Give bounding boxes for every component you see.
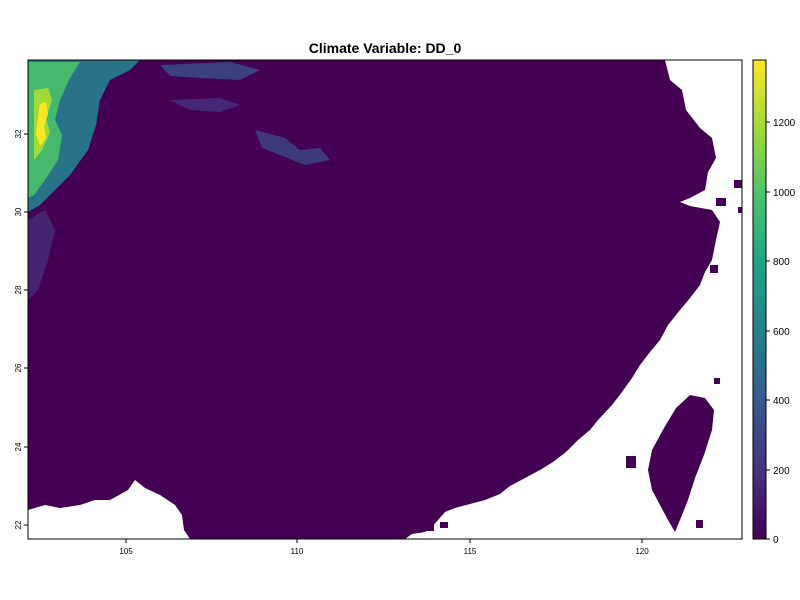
colorbar-tick-label: 800 xyxy=(773,257,790,268)
colorbar-gradient xyxy=(752,59,767,540)
land-islet xyxy=(714,378,720,384)
land-islet xyxy=(738,207,742,213)
land-mainland xyxy=(28,60,720,539)
terrain-peaks xyxy=(36,102,48,146)
land-islet xyxy=(710,265,718,273)
x-tick-label: 105 xyxy=(119,547,133,556)
y-tick-label: 24 xyxy=(14,442,23,451)
land-islet xyxy=(440,522,448,528)
colorbar-tick-label: 1000 xyxy=(773,188,796,199)
terrain-ridge xyxy=(170,98,240,112)
terrain-ridge xyxy=(255,130,330,165)
map-panel xyxy=(28,60,742,539)
land-taiwan xyxy=(648,395,714,532)
x-axis: 105 110 115 120 xyxy=(119,539,649,556)
y-tick-label: 22 xyxy=(14,520,23,529)
land-islet xyxy=(426,525,434,531)
colorbar-tick-label: 200 xyxy=(773,466,790,477)
x-tick-label: 110 xyxy=(291,547,304,556)
land-islet xyxy=(626,456,636,468)
land-islet xyxy=(716,198,726,206)
x-tick-label: 120 xyxy=(635,547,649,556)
terrain-ridge xyxy=(28,210,55,300)
colorbar: 0 200 400 600 800 1000 1200 xyxy=(752,59,796,546)
land-islet xyxy=(696,520,703,528)
terrain-ridge xyxy=(160,62,260,80)
map-frame xyxy=(27,59,743,540)
y-tick-label: 30 xyxy=(14,207,23,216)
land-islet xyxy=(734,180,742,188)
y-tick-label: 32 xyxy=(14,129,23,138)
map-title: Climate Variable: DD_0 xyxy=(308,40,462,56)
y-axis: 22 24 26 28 30 32 xyxy=(14,129,28,529)
colorbar-tick-label: 600 xyxy=(773,327,790,338)
colorbar-tick-label: 400 xyxy=(773,396,790,407)
colorbar-tick-label: 0 xyxy=(773,535,779,546)
colorbar-tick-label: 1200 xyxy=(773,118,796,129)
y-tick-label: 28 xyxy=(14,285,23,294)
y-tick-label: 26 xyxy=(14,363,23,372)
x-tick-label: 115 xyxy=(464,547,477,556)
